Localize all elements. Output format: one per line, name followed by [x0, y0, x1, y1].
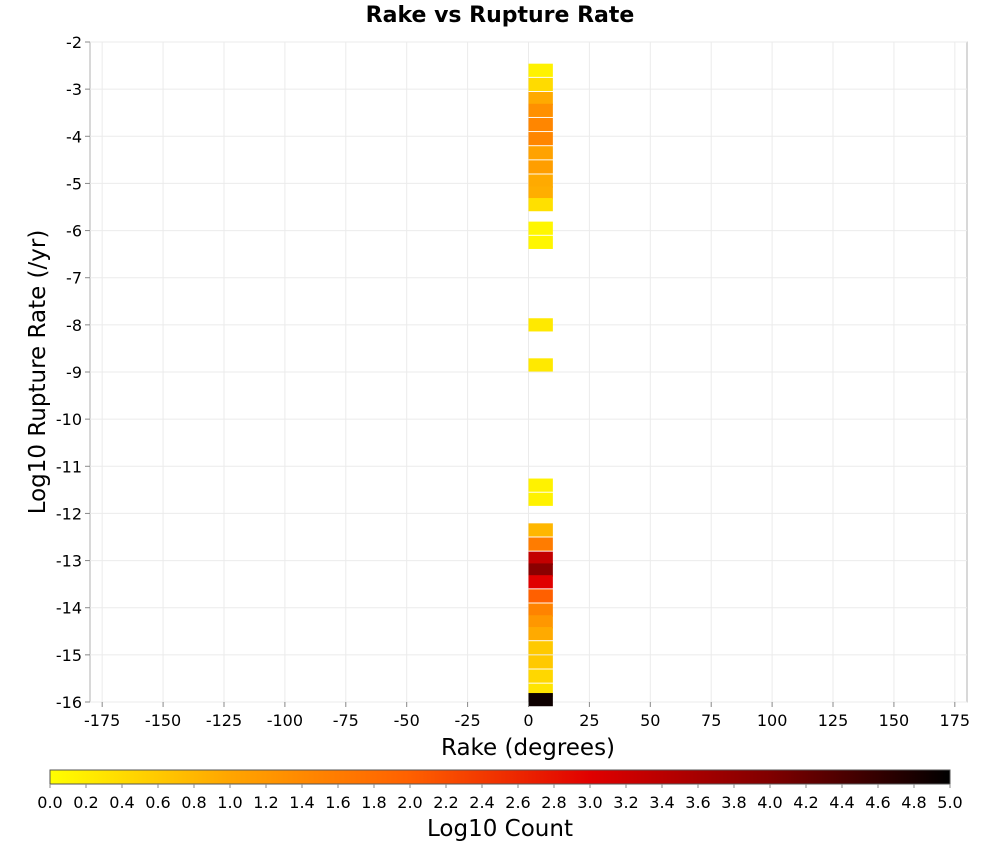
colorbar-tick-label: 0.0: [37, 793, 62, 812]
y-tick-label: -3: [66, 80, 82, 99]
heatmap-cell: [528, 537, 553, 551]
x-axis-label: Rake (degrees): [441, 735, 615, 761]
colorbar-tick-label: 1.2: [253, 793, 278, 812]
x-tick-label: 150: [879, 711, 910, 730]
y-tick-label: -12: [56, 504, 82, 523]
x-tick-label: -100: [267, 711, 303, 730]
colorbar-tick-label: 1.8: [361, 793, 386, 812]
heatmap-cell: [528, 627, 553, 641]
y-tick-label: -4: [66, 127, 82, 146]
heatmap-cells: [528, 63, 553, 707]
heatmap-cell: [528, 641, 553, 655]
colorbar-tick-label: 3.4: [649, 793, 674, 812]
colorbar-tick-label: 3.8: [721, 793, 746, 812]
colorbar-label: Log10 Count: [427, 816, 573, 842]
heatmap-cell: [528, 146, 553, 160]
x-tick-label: 100: [757, 711, 788, 730]
x-tick-label: 0: [523, 711, 533, 730]
y-tick-label: -13: [56, 552, 82, 571]
colorbar-tick-label: 0.8: [181, 793, 206, 812]
colorbar-tick-label: 4.8: [901, 793, 926, 812]
heatmap-cell: [528, 693, 553, 707]
colorbar-tick-label: 2.6: [505, 793, 530, 812]
x-tick-label: -25: [455, 711, 481, 730]
heatmap-cell: [528, 655, 553, 669]
heatmap-cell: [528, 132, 553, 146]
heatmap-cell: [528, 358, 553, 372]
colorbar-tick-label: 5.0: [937, 793, 962, 812]
heatmap-cell: [528, 551, 553, 565]
colorbar-tick-label: 2.2: [433, 793, 458, 812]
y-tick-label: -15: [56, 646, 82, 665]
x-tick-label: 125: [818, 711, 849, 730]
heatmap-cell: [528, 91, 553, 106]
colorbar-tick-label: 2.4: [469, 793, 494, 812]
colorbar-tick-label: 4.0: [757, 793, 782, 812]
y-tick-label: -7: [66, 269, 82, 288]
heatmap-cell: [528, 492, 553, 506]
x-axis-ticks: -175 -150 -125 -100 -75 -50 -25 0 25 50 75 100 125 15…: [84, 702, 970, 730]
heatmap-cell: [528, 103, 553, 117]
heatmap-cell: [528, 174, 553, 188]
colorbar-tick-label: 0.6: [145, 793, 170, 812]
heatmap-cell: [528, 603, 553, 617]
heatmap-cell: [528, 318, 553, 332]
heatmap-cell: [528, 77, 553, 92]
y-tick-label: -2: [66, 33, 82, 52]
colorbar-tick-label: 1.4: [289, 793, 314, 812]
x-tick-label: -125: [206, 711, 242, 730]
x-tick-label: 25: [579, 711, 599, 730]
heatmap-cell: [528, 221, 553, 235]
x-tick-label: 175: [940, 711, 971, 730]
x-tick-label: -75: [333, 711, 359, 730]
y-axis-ticks: -2 -3 -4 -5 -6 -7 -8 -9 -10 -11 -12 -13 -14 -15 -16: [56, 33, 90, 712]
y-tick-label: -11: [56, 457, 82, 476]
colorbar-ticks: 0.0 0.2 0.4 0.6 0.8 1.0 1.2 1.4 1.6 1.8 2.0 2.2 2.4 2…: [37, 784, 963, 812]
colorbar-tick-label: 3.6: [685, 793, 710, 812]
heatmap-cell: [528, 589, 553, 603]
colorbar-tick-label: 4.4: [829, 793, 854, 812]
heatmap-cell: [528, 63, 553, 77]
heatmap-cell: [528, 669, 553, 683]
colorbar-tick-label: 2.0: [397, 793, 422, 812]
colorbar-tick-label: 4.2: [793, 793, 818, 812]
x-tick-label: -50: [394, 711, 420, 730]
heatmap-cell: [528, 198, 553, 212]
y-tick-label: -8: [66, 316, 82, 335]
colorbar-tick-label: 2.8: [541, 793, 566, 812]
heatmap-cell: [528, 160, 553, 174]
heatmap-cell: [528, 186, 553, 200]
x-tick-label: -175: [84, 711, 120, 730]
colorbar-tick-label: 3.0: [577, 793, 602, 812]
heatmap-cell: [528, 523, 553, 537]
colorbar-tick-label: 3.2: [613, 793, 638, 812]
heatmap-cell: [528, 235, 553, 249]
y-tick-label: -14: [56, 599, 82, 618]
colorbar-tick-label: 0.2: [73, 793, 98, 812]
colorbar-tick-label: 0.4: [109, 793, 134, 812]
heatmap-cell: [528, 117, 553, 132]
y-tick-label: -6: [66, 222, 82, 241]
colorbar-tick-label: 1.6: [325, 793, 350, 812]
x-tick-label: -150: [145, 711, 181, 730]
heatmap-cell: [528, 615, 553, 629]
y-axis-label: Log10 Rupture Rate (/yr): [25, 230, 51, 515]
colorbar-tick-label: 1.0: [217, 793, 242, 812]
y-tick-label: -16: [56, 693, 82, 712]
x-tick-label: 50: [640, 711, 660, 730]
x-tick-label: 75: [701, 711, 721, 730]
heatmap-cell: [528, 478, 553, 492]
colorbar: [49, 769, 951, 785]
y-tick-label: -5: [66, 174, 82, 193]
y-tick-label: -9: [66, 363, 82, 382]
heatmap-cell: [528, 563, 553, 577]
chart-title: Rake vs Rupture Rate: [366, 3, 635, 28]
colorbar-tick-label: 4.6: [865, 793, 890, 812]
heatmap-cell: [528, 575, 553, 589]
y-tick-label: -10: [56, 410, 82, 429]
